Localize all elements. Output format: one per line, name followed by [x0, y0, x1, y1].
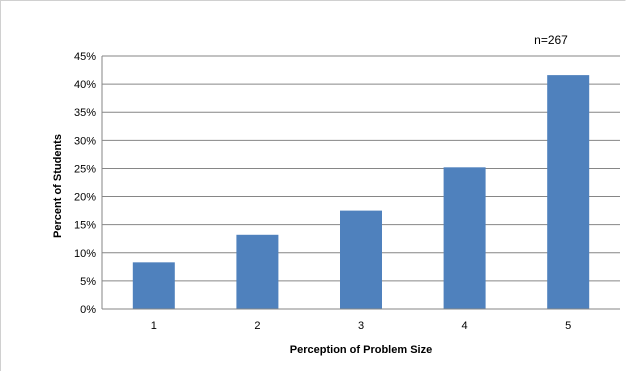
bars: [132, 75, 590, 309]
x-tick-label: 3: [358, 320, 364, 332]
x-tick-label: 4: [462, 320, 468, 332]
y-tick-label: 15%: [74, 220, 96, 232]
bar-1: [132, 262, 175, 309]
bar-5: [547, 75, 590, 309]
x-axis-title: Perception of Problem Size: [290, 344, 432, 356]
y-tick-label: 0%: [80, 304, 96, 316]
bar-4: [443, 167, 486, 309]
bar-2: [236, 234, 279, 309]
y-tick-label: 10%: [74, 248, 96, 260]
y-tick-label: 40%: [74, 79, 96, 91]
sample-size-annotation: n=267: [534, 33, 568, 47]
x-tick-labels: 1 2 3 4 5: [151, 320, 572, 332]
x-tick-label: 5: [565, 320, 571, 332]
y-tick-label: 5%: [80, 276, 96, 288]
bar-3: [340, 210, 382, 309]
y-tick-label: 35%: [74, 107, 96, 119]
y-tick-label: 30%: [74, 135, 96, 147]
x-tick-label: 2: [254, 320, 260, 332]
y-tick-label: 20%: [74, 192, 96, 204]
x-tick-label: 1: [151, 320, 157, 332]
y-tick-labels: 0% 5% 10% 15% 20% 25% 30% 35% 40% 45%: [74, 51, 96, 316]
y-tick-label: 25%: [74, 163, 96, 175]
y-tick-label: 45%: [74, 51, 96, 63]
y-axis-title: Percent of Students: [52, 134, 64, 238]
